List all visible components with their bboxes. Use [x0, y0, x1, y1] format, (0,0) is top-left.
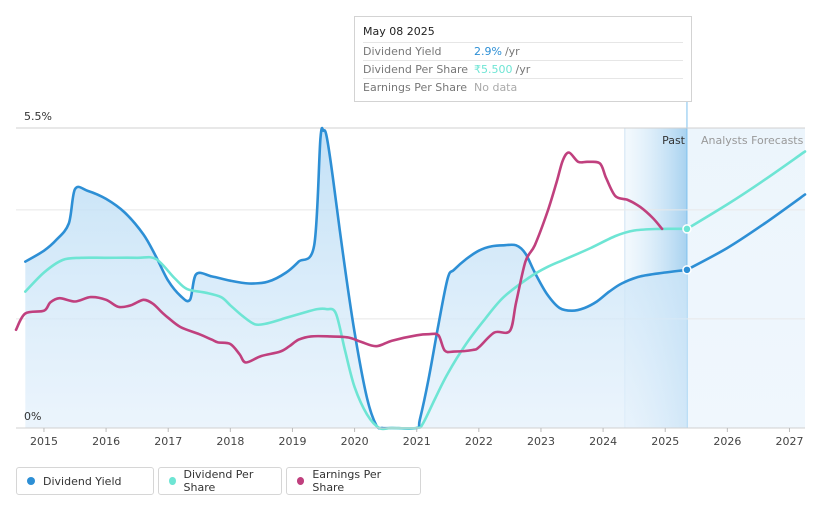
x-tick-label: 2024 — [589, 435, 617, 448]
legend-dot-icon — [27, 477, 35, 485]
tooltip-value-eps: No data — [474, 81, 518, 94]
legend-item-earnings-per-share[interactable]: Earnings Per Share — [286, 467, 421, 495]
x-tick-label: 2025 — [651, 435, 679, 448]
tooltip-row-dividend-per-share: Dividend Per Share ₹5.500 /yr — [363, 60, 683, 78]
x-tick-label: 2017 — [154, 435, 182, 448]
legend-dot-icon — [297, 477, 305, 485]
dividend-per-share-highlight-point — [682, 224, 692, 234]
tooltip-label: Dividend Per Share — [363, 63, 469, 76]
dividend-yield-area — [25, 128, 688, 429]
x-tick-label: 2022 — [465, 435, 493, 448]
x-tick-label: 2027 — [775, 435, 803, 448]
x-tick-label: 2018 — [216, 435, 244, 448]
legend-item-dividend-per-share[interactable]: Dividend Per Share — [158, 467, 282, 495]
tooltip-label: Dividend Yield — [363, 45, 442, 58]
y-top-label: 5.5% — [24, 110, 52, 123]
forecast-label: Analysts Forecasts — [701, 134, 804, 147]
legend-label: Dividend Per Share — [183, 468, 254, 494]
dividend-per-share-forecast-line — [685, 150, 807, 231]
tooltip-value-dps: ₹5.500 — [474, 63, 513, 76]
dividend-yield-highlight-point — [682, 265, 692, 275]
legend-item-dividend-yield[interactable]: Dividend Yield — [16, 467, 154, 495]
earnings-per-share-line — [14, 151, 664, 364]
forecast-region — [686, 128, 805, 428]
legend-dot-icon — [169, 477, 176, 485]
tooltip: May 08 2025 Dividend Yield 2.9% /yr Divi… — [354, 16, 692, 102]
x-tick-label: 2015 — [30, 435, 58, 448]
tooltip-unit: /yr — [504, 45, 520, 58]
dividend-per-share-line — [24, 227, 689, 431]
x-tick-label: 2021 — [403, 435, 431, 448]
legend-label: Earnings Per Share — [312, 468, 382, 494]
tooltip-unit: /yr — [515, 63, 531, 76]
tooltip-label: Earnings Per Share — [363, 81, 468, 94]
x-tick-label: 2016 — [92, 435, 120, 448]
legend-label: Dividend Yield — [43, 474, 122, 488]
dividend-yield-line — [24, 126, 689, 430]
dividend-yield-forecast-line — [685, 193, 807, 272]
tooltip-value-yield: 2.9% — [474, 45, 502, 58]
x-tick-label: 2023 — [527, 435, 555, 448]
legend: Dividend Yield Dividend Per Share Earnin… — [16, 467, 421, 495]
past-label: Past — [662, 134, 686, 147]
tooltip-row-earnings-per-share: Earnings Per Share No data — [363, 78, 683, 96]
y-bottom-label: 0% — [24, 410, 41, 423]
tooltip-row-dividend-yield: Dividend Yield 2.9% /yr — [363, 42, 683, 60]
x-tick-label: 2019 — [278, 435, 306, 448]
tooltip-date: May 08 2025 — [363, 25, 435, 38]
x-tick-label: 2026 — [713, 435, 741, 448]
x-tick-label: 2020 — [341, 435, 369, 448]
